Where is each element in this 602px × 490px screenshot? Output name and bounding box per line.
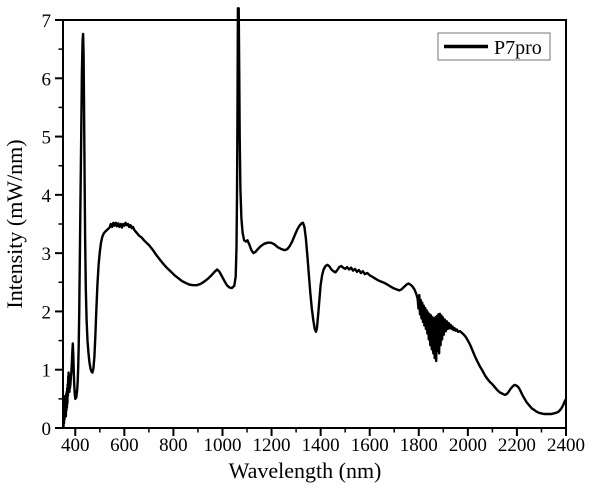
x-tick-label: 800 [159, 435, 188, 456]
x-tick-label: 2000 [449, 435, 487, 456]
series-line-p7pro [62, 7, 567, 428]
x-tick-label: 1000 [203, 435, 241, 456]
y-axis-title: Intensity (mW/nm) [2, 139, 27, 308]
y-tick-label: 3 [42, 244, 52, 265]
x-tick-label: 2400 [547, 435, 585, 456]
x-tick-label: 1400 [302, 435, 340, 456]
x-axis-title: Wavelength (nm) [229, 458, 382, 483]
x-tick-label: 1800 [400, 435, 438, 456]
legend: P7pro [437, 32, 551, 61]
x-tick-label: 600 [110, 435, 139, 456]
x-tick-label: 1600 [351, 435, 389, 456]
y-tick-label: 6 [42, 69, 52, 90]
y-tick-label: 4 [42, 186, 52, 207]
legend-label: P7pro [494, 37, 542, 59]
x-tick-label: 400 [61, 435, 90, 456]
y-tick-label: 7 [42, 11, 52, 32]
y-tick-label: 2 [42, 302, 52, 323]
y-tick-label: 0 [42, 419, 52, 440]
y-tick-label: 1 [42, 361, 52, 382]
y-tick-label: 5 [42, 128, 52, 149]
x-tick-label: 2200 [498, 435, 536, 456]
series-layer [62, 7, 567, 428]
x-tick-label: 1200 [253, 435, 291, 456]
tick-labels-layer: 400 600 800 1000 1200 1400 1600 1800 2000 2200 240… [42, 11, 586, 456]
plot-frame [62, 19, 567, 429]
